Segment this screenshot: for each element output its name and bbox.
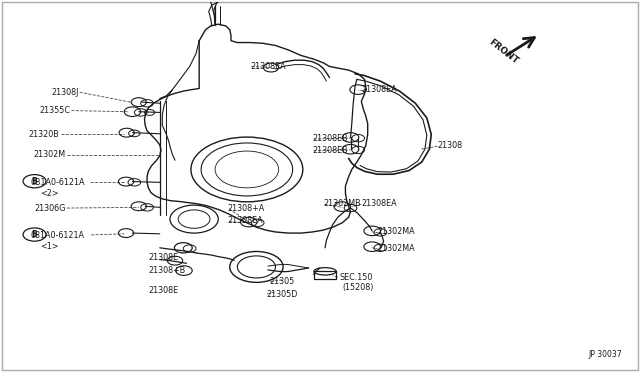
Text: 21302MA: 21302MA (377, 244, 415, 253)
Text: JP 30037: JP 30037 (588, 350, 622, 359)
Text: 21308J: 21308J (51, 88, 78, 97)
Circle shape (23, 228, 46, 241)
Text: 21305: 21305 (269, 277, 294, 286)
Text: (15208): (15208) (342, 283, 374, 292)
Text: 21308EA: 21308EA (228, 217, 264, 225)
Text: 21308EB: 21308EB (312, 146, 348, 155)
Text: 21302M: 21302M (33, 150, 66, 159)
Text: 21302MB: 21302MB (323, 199, 361, 208)
Text: 21308+A: 21308+A (228, 203, 265, 212)
Text: FRONT: FRONT (487, 37, 520, 65)
Text: 21355C: 21355C (39, 106, 70, 115)
Text: B: B (31, 177, 37, 186)
Circle shape (23, 174, 46, 188)
Text: <2>: <2> (40, 189, 59, 198)
Text: B: B (31, 230, 37, 239)
Text: 21305D: 21305D (266, 290, 298, 299)
Text: 21306G: 21306G (35, 203, 66, 212)
Text: 081A0-6121A: 081A0-6121A (31, 231, 84, 240)
Text: 21308EB: 21308EB (312, 134, 348, 143)
Text: 21308EA: 21308EA (362, 85, 397, 94)
Text: 21308EA: 21308EA (250, 62, 285, 71)
Text: 21308EA: 21308EA (362, 199, 397, 208)
Text: <1>: <1> (40, 242, 59, 251)
Text: SEC.150: SEC.150 (339, 273, 372, 282)
Text: 21308E: 21308E (148, 253, 179, 262)
Text: 21308E: 21308E (148, 286, 179, 295)
Text: 21302MA: 21302MA (377, 228, 415, 237)
Text: 21308: 21308 (438, 141, 463, 150)
Text: 21320B: 21320B (29, 130, 60, 139)
Text: 21308+B: 21308+B (148, 266, 186, 275)
Text: 0B1A0-6121A: 0B1A0-6121A (31, 178, 85, 187)
